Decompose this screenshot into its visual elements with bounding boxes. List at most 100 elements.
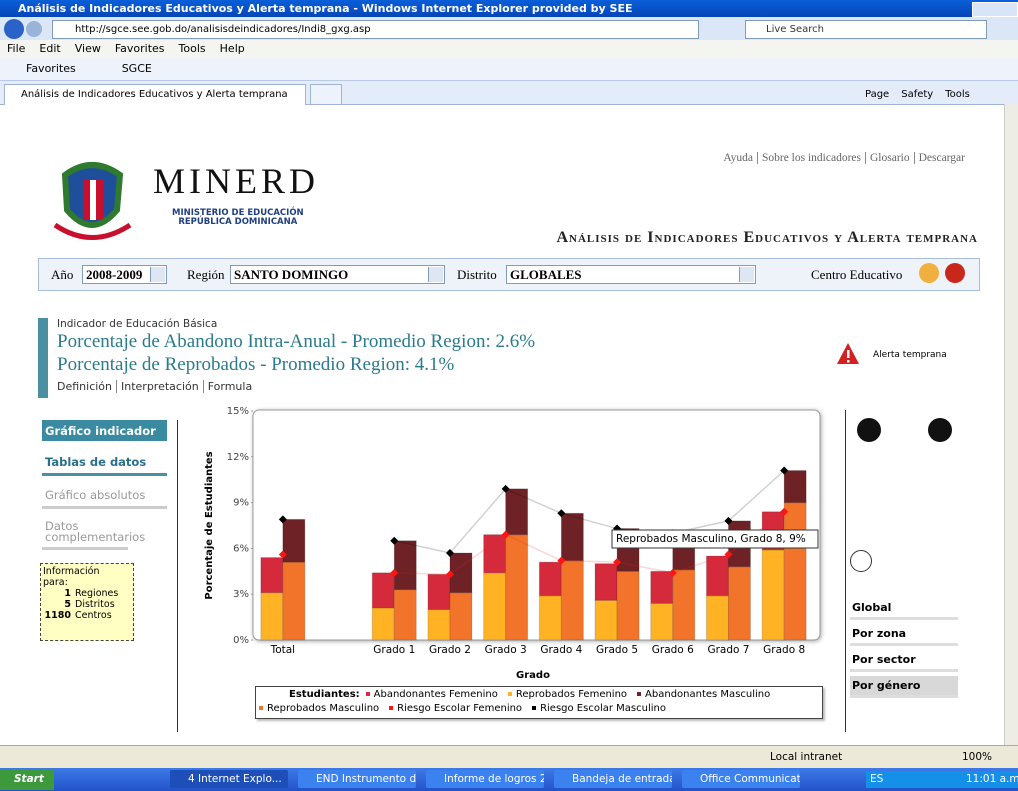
bar-segment [538, 561, 562, 597]
region: SANTO DOMINGO [234, 267, 349, 282]
scrollbar[interactable] [1004, 104, 1018, 745]
view-option[interactable]: Global [850, 598, 958, 620]
nav-item[interactable]: Tablas de datos [42, 451, 167, 476]
x-tick-label: Total [270, 644, 296, 656]
risk-marker [724, 550, 733, 559]
nav-item[interactable]: Gráfico absolutos [42, 484, 167, 509]
bar-segment [761, 549, 785, 641]
nav-item[interactable]: Datos complementarios [42, 517, 145, 550]
search-field[interactable]: Live Search [745, 20, 987, 39]
command-bar: Page Safety Tools [805, 86, 970, 104]
info-label: Regiones [75, 588, 119, 599]
task-button[interactable]: Office Communicator [682, 770, 800, 788]
menu-item[interactable]: View [74, 42, 101, 55]
language: ES [870, 773, 884, 785]
header-link[interactable]: Descargar [913, 152, 965, 164]
logo-text: MINERD [153, 161, 319, 201]
favorites[interactable]: Favorites [26, 62, 76, 75]
info-label: Distritos [75, 599, 115, 610]
legend-item: Riesgo Escolar Masculino [532, 702, 666, 716]
left-divider [177, 420, 178, 732]
y-tick-label: 12% [227, 452, 249, 463]
y-tick-label: 9% [233, 498, 249, 509]
menu-item[interactable]: Help [219, 42, 245, 55]
bar-segment [672, 569, 696, 641]
legend-item: Abandonantes Femenino [365, 688, 498, 702]
district-label: Distrito [457, 267, 497, 282]
search-center[interactable] [919, 263, 939, 283]
window-title: Análisis de Indicadores Educativos y Ale… [18, 2, 633, 15]
risk-marker [557, 556, 566, 565]
favorite-link[interactable]: SGCE [121, 62, 152, 75]
zone: Local intranet [770, 751, 843, 763]
indicator-link[interactable]: Definición [57, 380, 112, 393]
legend-label: Reprobados Masculino [267, 703, 380, 714]
bar-segment [594, 599, 618, 641]
command[interactable]: Tools [945, 89, 970, 100]
year-select[interactable]: 2008-2009 [82, 265, 167, 284]
view-option[interactable]: Por zona [850, 624, 958, 646]
indicator-link[interactable]: Interpretación [116, 380, 199, 393]
legend-title: Estudiantes: [289, 689, 360, 700]
legend: Estudiantes: Abandonantes Femenino Reproba… [255, 686, 823, 719]
district-select[interactable]: GLOBALES [506, 265, 756, 284]
bar-segment [371, 572, 395, 609]
ministry-line: MINISTERIO DE EDUCACIÓN [172, 208, 304, 218]
new-tab[interactable] [310, 84, 342, 105]
header-link[interactable]: Ayuda [723, 152, 753, 164]
menu-item[interactable]: Edit [39, 42, 61, 55]
zoom[interactable]: 100% [962, 751, 993, 763]
command[interactable]: Page [865, 89, 890, 100]
next-button[interactable] [928, 418, 952, 442]
info-title: Información para: [43, 566, 100, 588]
task-button[interactable]: 4 Internet Explo... [170, 770, 288, 788]
menu-item[interactable]: File [7, 42, 26, 55]
clock: 11:01 a.m. [966, 773, 1018, 785]
bar-segment [783, 470, 807, 504]
region-label: Región [187, 267, 225, 282]
menu-item[interactable]: Favorites [114, 42, 165, 55]
risk-marker [668, 568, 677, 577]
indicator-link[interactable]: Formula [202, 380, 253, 393]
back-button[interactable] [4, 19, 24, 39]
legend-swatch [259, 706, 263, 710]
header-link[interactable]: Sobre los indicadores [756, 152, 861, 164]
info-row: 1180 Centros [43, 610, 131, 621]
menu-item[interactable]: Tools [178, 42, 206, 55]
bar-segment [650, 602, 674, 641]
risk-marker [613, 524, 622, 533]
prev-button[interactable] [857, 418, 881, 442]
print-button[interactable] [850, 550, 872, 572]
url-field[interactable]: http://sgce.see.gob.do/analisisdeindicad… [52, 20, 699, 39]
view-option[interactable]: Por sector [850, 650, 958, 672]
window-buttons[interactable] [972, 2, 1018, 17]
indicator-level: Indicador de Educación Básica [57, 318, 218, 330]
x-tick-label: Grado 8 [763, 644, 805, 656]
bar-segment [705, 595, 729, 641]
x-tick-label: Grado 2 [429, 644, 471, 656]
view-option[interactable]: Por género [850, 676, 958, 698]
start-button[interactable]: Start [0, 769, 54, 790]
region-select[interactable]: SANTO DOMINGO [230, 265, 445, 284]
task-button[interactable]: Bandeja de entrada ... [554, 770, 672, 788]
task-button[interactable]: Informe de logros 2... [426, 770, 544, 788]
x-tick-label: Grado 5 [596, 644, 638, 656]
bar-segment [650, 570, 674, 604]
risk-marker [445, 570, 454, 579]
header-link[interactable]: Glosario [864, 152, 910, 164]
bar-segment [705, 555, 729, 597]
year-label: Año [51, 267, 74, 282]
bar-segment [560, 512, 584, 562]
bar-segment [449, 592, 473, 641]
forward-button[interactable] [26, 21, 42, 37]
y-tick-label: 6% [233, 543, 249, 554]
risk-marker [278, 515, 287, 524]
task-button[interactable]: END Instrumento de... [298, 770, 416, 788]
nav-item[interactable]: Gráfico indicador [42, 420, 167, 441]
bar-segment [371, 607, 395, 641]
x-axis-label: Grado [516, 670, 550, 681]
risk-marker [613, 558, 622, 567]
tab[interactable]: Análisis de Indicadores Educativos y Ale… [4, 84, 306, 105]
clear[interactable] [945, 263, 965, 283]
command[interactable]: Safety [901, 89, 934, 100]
